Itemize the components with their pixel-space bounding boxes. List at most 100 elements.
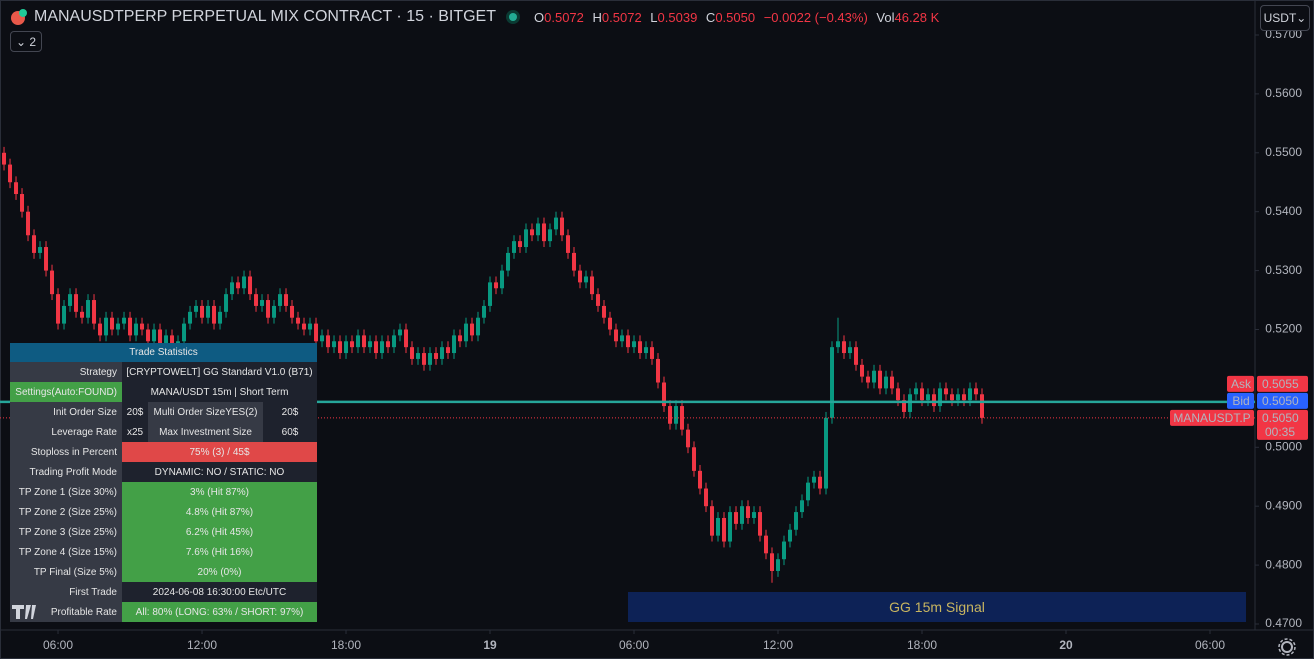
y-tick-label: 0.5500 xyxy=(1265,145,1302,159)
candle-body xyxy=(32,235,37,253)
cell: TP Zone 2 (Size 25%) xyxy=(10,502,122,522)
candle-body xyxy=(746,506,751,518)
candle-body xyxy=(836,341,841,348)
candle-body xyxy=(974,388,979,395)
cell: 3% (Hit 87%) xyxy=(122,482,317,502)
cell: 4.8% (Hit 87%) xyxy=(122,502,317,522)
candle-body xyxy=(650,347,655,359)
candle-body xyxy=(536,223,541,236)
market-status[interactable] xyxy=(502,8,524,26)
candle-body xyxy=(956,394,961,401)
vol-value: 46.28 K xyxy=(894,9,940,25)
candle-body xyxy=(470,323,475,336)
candle-body xyxy=(476,317,481,336)
candle-body xyxy=(158,329,163,348)
cell: 20$ xyxy=(263,402,317,422)
currency-button[interactable]: USDT ⌄ xyxy=(1260,5,1310,31)
close-value: 0.5050 xyxy=(715,9,756,25)
high-label: H xyxy=(592,9,602,25)
candle-body xyxy=(308,323,313,330)
x-tick-label: 20 xyxy=(1059,638,1073,652)
candle-body xyxy=(98,323,103,336)
cell: Stoploss in Percent xyxy=(10,442,122,462)
high-value: 0.5072 xyxy=(601,9,642,25)
candle-body xyxy=(548,229,553,242)
candle-body xyxy=(494,282,499,289)
candle-body xyxy=(278,294,283,306)
quote-label: 0.5050 xyxy=(1262,394,1299,408)
candle-body xyxy=(80,311,85,318)
change: −0.0022 (−0.43%) xyxy=(763,9,868,25)
x-tick-label: 19 xyxy=(483,638,497,652)
candle-body xyxy=(248,276,253,295)
candle-body xyxy=(302,323,307,330)
candle-body xyxy=(200,305,205,318)
indicators-toggle[interactable]: ⌄ 2 xyxy=(10,31,42,52)
x-tick-label: 06:00 xyxy=(619,638,649,652)
candle-body xyxy=(374,341,379,354)
countdown: 00:35 xyxy=(1265,425,1295,439)
quote-name-bg xyxy=(1227,375,1254,392)
candle-body xyxy=(638,341,643,354)
row: Profitable Rate All: 80% (LONG: 63% / SHO… xyxy=(10,602,317,622)
candle-body xyxy=(560,217,565,236)
symbol[interactable]: MANAUSDTPERP PERPETUAL MIX CONTRACT · 15… xyxy=(34,8,496,25)
candle-body xyxy=(722,517,727,542)
candle-body xyxy=(758,512,763,536)
quote-name-bg xyxy=(1227,392,1254,409)
candle-body xyxy=(830,347,835,418)
candle-body xyxy=(50,270,55,295)
open-label: O xyxy=(534,9,545,25)
candle-body xyxy=(980,394,985,418)
quote-name: Bid xyxy=(1232,394,1249,408)
candle-body xyxy=(920,388,925,401)
y-tick-label: 0.5600 xyxy=(1265,86,1302,100)
candle-body xyxy=(704,488,709,507)
quote-name: Ask xyxy=(1231,377,1252,391)
ohlc: O0.5072 H0.5072 L0.5039 C0.5050 −0.0022 … xyxy=(534,10,944,25)
low-label: L xyxy=(650,9,658,25)
candle-body xyxy=(2,152,7,165)
row: First Trade 2024-06-08 16:30:00 Etc/UTC xyxy=(10,582,317,602)
candle-body xyxy=(338,341,343,354)
candle-body xyxy=(44,247,49,271)
cell: 7.6% (Hit 16%) xyxy=(122,542,317,562)
cell: 20$ xyxy=(122,402,148,422)
candle-body xyxy=(878,370,883,389)
candle-body xyxy=(146,329,151,342)
x-tick-label: 18:00 xyxy=(907,638,937,652)
candle-body xyxy=(86,300,91,318)
cell: Leverage Rate xyxy=(10,422,122,442)
low-value: 0.5039 xyxy=(657,9,698,25)
candle-body xyxy=(932,394,937,407)
candle-body xyxy=(590,276,595,295)
candle-body xyxy=(716,517,721,536)
candle-body xyxy=(350,341,355,348)
candle-body xyxy=(596,294,601,306)
y-tick-label: 0.4700 xyxy=(1265,616,1302,630)
quote-label: 0.5055 xyxy=(1262,377,1299,391)
candle-body xyxy=(230,282,235,295)
candle-body xyxy=(68,294,73,306)
candle-body xyxy=(392,335,397,348)
currency: USDT xyxy=(1263,11,1297,25)
candle-body xyxy=(764,535,769,554)
settings-button[interactable] xyxy=(1277,637,1297,657)
candle-body xyxy=(890,376,895,389)
candle-body xyxy=(128,317,133,336)
candle-body xyxy=(284,294,289,306)
row: TP Zone 3 (Size 25%) 6.2% (Hit 45%) xyxy=(10,522,317,542)
candle-body xyxy=(944,388,949,395)
tv-logo xyxy=(12,605,36,619)
candle-body xyxy=(362,335,367,348)
candle-body xyxy=(8,164,13,183)
candle-body xyxy=(968,388,973,401)
candle-body xyxy=(926,394,931,401)
candle-body xyxy=(488,282,493,306)
candle-body xyxy=(14,182,19,195)
candle-body xyxy=(824,417,829,489)
indicators-count: 2 xyxy=(29,34,37,49)
y-tick-label: 0.5400 xyxy=(1265,204,1302,218)
candle-body xyxy=(368,341,373,348)
